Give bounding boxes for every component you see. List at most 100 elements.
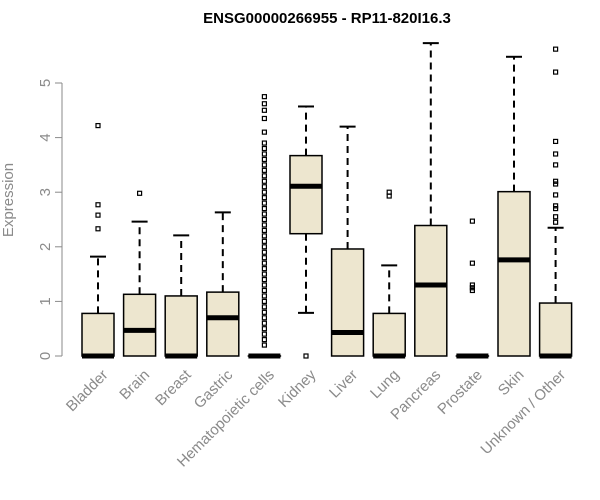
box-breast [164,234,198,359]
box-pancreas [414,42,448,357]
box-prostate [455,218,490,359]
iqr-box [414,224,448,357]
x-tick-label: Skin [495,366,528,399]
outlier-point [303,353,309,359]
iqr-box [122,293,157,357]
outlier-point [552,203,559,209]
chart-title: ENSG00000266955 - RP11-820I16.3 [203,10,451,27]
outlier-point [261,178,267,184]
outlier-point [261,216,267,223]
outlier-point [261,101,267,107]
y-tick-label: 0 [37,352,54,360]
outlier-point [261,129,267,135]
outlier-point [95,212,101,218]
iqr-box [497,190,531,357]
x-tick-label: Lung [367,366,403,402]
outlier-point [261,287,267,294]
outlier-point [261,115,267,122]
outlier-point [469,218,475,224]
box-unknown-other [538,46,573,359]
outlier-point [552,138,559,145]
outlier-point [261,222,267,228]
outlier-point [261,145,267,152]
outlier-point [261,249,267,255]
outlier-point [261,276,267,283]
outlier-point [552,205,559,212]
outlier-point [261,205,267,212]
outlier-point [261,167,267,173]
outlier-point [261,326,267,332]
outlier-point [469,285,475,291]
y-tick-label: 4 [37,133,54,141]
outlier-point [261,200,267,206]
x-tick-label: Brain [116,366,153,403]
x-tick-label: Liver [326,366,361,401]
outlier-point [261,227,267,234]
outlier-point [95,202,101,208]
iqr-box [81,312,115,357]
outlier-point [261,271,267,277]
iqr-box [538,302,573,357]
box-liver [330,125,365,357]
outlier-point [261,282,267,288]
outlier-point [261,156,267,163]
outlier-point [261,211,267,217]
outlier-point [95,226,101,232]
outlier-point [261,173,267,179]
outlier-point [552,192,559,198]
box-kidney [289,105,323,359]
y-tick-label: 2 [37,243,54,251]
outlier-point [261,238,267,244]
outlier-point [469,282,475,288]
box-gastric [206,211,240,357]
x-tick-label: Breast [152,366,195,409]
box-skin [497,55,531,357]
boxes-group [81,42,573,359]
x-tick-label: Prostate [434,366,486,418]
outlier-point [261,331,267,337]
outlier-point [261,337,267,343]
outlier-point [261,320,267,326]
outlier-point [261,189,267,195]
outlier-point [137,190,143,196]
outlier-point [469,287,475,294]
outlier-point [261,244,267,250]
y-axis-label: Expression [0,163,17,237]
outlier-point [261,293,267,299]
outlier-point [261,315,267,321]
iqr-box [372,312,406,357]
box-brain [122,190,157,357]
x-tick-label: Bladder [63,366,112,415]
outlier-point [261,107,267,113]
outlier-point [261,162,267,168]
outlier-point [261,304,267,310]
iqr-box [164,295,198,357]
outlier-point [261,151,267,157]
outlier-point [552,46,559,52]
y-axis: 0 1 2 3 4 5 [37,79,63,360]
outlier-point [552,178,559,184]
outlier-point [552,219,559,225]
box-bladder [81,122,115,359]
box-hematopoietic-cells [247,94,282,359]
outlier-point [552,151,559,157]
outlier-point [261,298,267,304]
outlier-point [261,309,267,315]
iqr-box [330,248,365,357]
iqr-box [289,154,323,235]
outlier-point [552,214,559,220]
outlier-point [552,69,559,75]
outlier-point [469,260,475,266]
y-tick-label: 5 [37,79,54,87]
outlier-point [261,260,267,266]
x-tick-label: Kidney [275,366,320,411]
y-tick-label: 1 [37,297,54,305]
iqr-box [206,291,240,357]
y-tick-label: 3 [37,188,54,196]
outlier-point [261,195,267,201]
outlier-point [261,140,267,146]
outlier-point [261,266,267,272]
outlier-point [261,255,267,261]
